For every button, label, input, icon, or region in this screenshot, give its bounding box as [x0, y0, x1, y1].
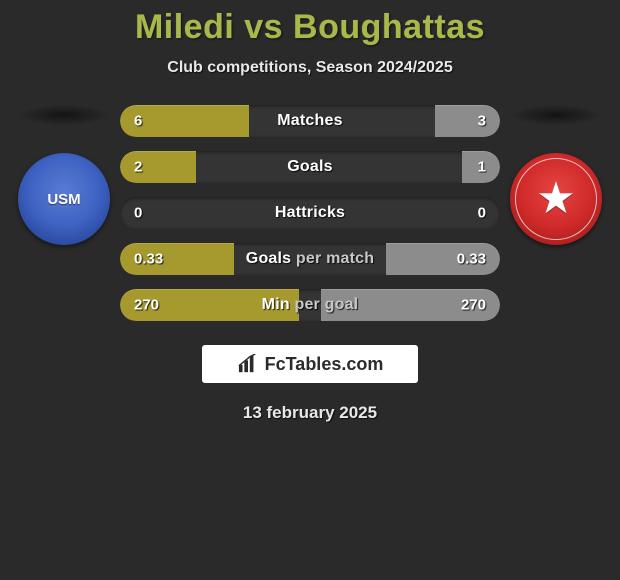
stat-value-right: 3	[478, 113, 486, 130]
stat-label-primary: Goals	[246, 250, 291, 267]
stat-label-primary: Matches	[277, 112, 342, 129]
vs-separator: vs	[244, 8, 283, 46]
stat-value-right: 0	[478, 205, 486, 222]
stat-bar-right	[435, 105, 500, 137]
badge-ring	[515, 158, 597, 240]
branding-text: FcTables.com	[265, 354, 384, 375]
stat-label: Goals	[287, 158, 332, 176]
stat-row: 0.33 0.33 Goals per match	[120, 243, 500, 275]
stat-label: Min per goal	[262, 296, 359, 314]
stat-value-right: 1	[478, 159, 486, 176]
stat-label-primary: Min	[262, 296, 290, 313]
stat-label-secondary: per match	[296, 250, 374, 267]
right-side: ★	[500, 105, 612, 245]
stat-label-primary: Hattricks	[275, 204, 345, 221]
left-side: USM	[8, 105, 120, 245]
bar-chart-icon	[237, 354, 259, 374]
stat-row: 6 3 Matches	[120, 105, 500, 137]
page-title: Miledi vs Boughattas	[0, 8, 620, 47]
stat-row: 270 270 Min per goal	[120, 289, 500, 321]
avatar-shadow-left	[19, 105, 109, 125]
player-left-name: Miledi	[135, 8, 234, 46]
stat-bar-left	[120, 151, 196, 183]
stat-bars: 6 3 Matches 2 1 Goals 0 0 Hattricks 0.33 0.33 Goals…	[120, 105, 500, 321]
subtitle: Club competitions, Season 2024/2025	[0, 59, 620, 77]
branding-badge: FcTables.com	[202, 345, 418, 383]
stat-value-left: 0	[134, 205, 142, 222]
stat-row: 0 0 Hattricks	[120, 197, 500, 229]
stat-row: 2 1 Goals	[120, 151, 500, 183]
stat-value-left: 6	[134, 113, 142, 130]
club-badge-left-text: USM	[47, 191, 80, 208]
stat-label: Goals per match	[246, 250, 374, 268]
stat-label-secondary: per goal	[294, 296, 358, 313]
stat-value-right: 270	[461, 297, 486, 314]
stat-value-right: 0.33	[457, 251, 486, 268]
stat-value-left: 2	[134, 159, 142, 176]
stat-value-left: 0.33	[134, 251, 163, 268]
stat-label: Hattricks	[275, 204, 345, 222]
stat-label-primary: Goals	[287, 158, 332, 175]
club-badge-left: USM	[18, 153, 110, 245]
content-row: USM 6 3 Matches 2 1 Goals 0 0 Hattricks 0.33 0.33 G…	[0, 105, 620, 321]
comparison-card: Miledi vs Boughattas Club competitions, …	[0, 0, 620, 423]
stat-value-left: 270	[134, 297, 159, 314]
stat-label: Matches	[277, 112, 342, 130]
date-text: 13 february 2025	[0, 403, 620, 423]
player-right-name: Boughattas	[293, 8, 485, 46]
avatar-shadow-right	[511, 105, 601, 125]
club-badge-right: ★	[510, 153, 602, 245]
